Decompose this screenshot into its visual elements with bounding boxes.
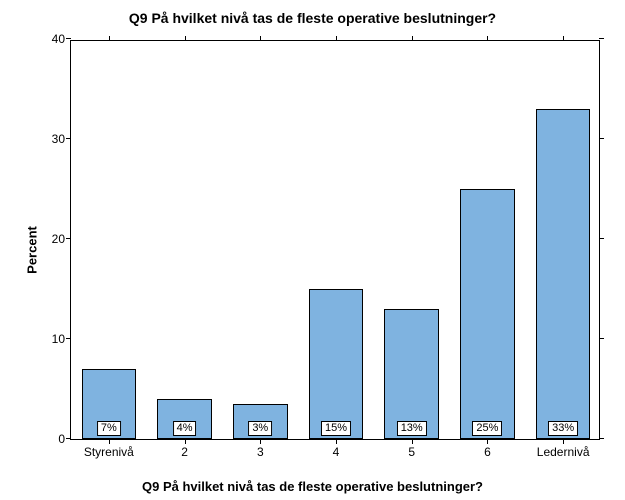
bar-value-label: 25%: [472, 421, 502, 436]
y-tick-mark: [66, 238, 71, 239]
x-tick-mark: [563, 439, 564, 444]
y-tick-label: 30: [52, 132, 71, 146]
bar: 4%: [157, 399, 212, 439]
bar: 25%: [460, 189, 515, 439]
y-tick-mark: [599, 38, 604, 39]
y-tick-mark: [599, 338, 604, 339]
x-tick-mark: [412, 439, 413, 444]
y-tick-mark: [66, 138, 71, 139]
y-tick-label: 40: [52, 32, 71, 46]
chart-container: Q9 På hvilket nivå tas de fleste operati…: [0, 0, 625, 500]
x-tick-mark: [109, 439, 110, 444]
y-tick-mark: [599, 138, 604, 139]
x-tick-mark: [487, 439, 488, 444]
bar-value-label: 33%: [548, 421, 578, 436]
bar: 13%: [384, 309, 439, 439]
bar-value-label: 15%: [321, 421, 351, 436]
y-axis-label: Percent: [24, 226, 39, 274]
bar: 3%: [233, 404, 288, 439]
y-tick-mark: [66, 338, 71, 339]
y-tick-label: 10: [52, 332, 71, 346]
plot-area: 010203040Styrenivå7%24%33%415%513%625%Le…: [70, 40, 600, 440]
y-tick-mark: [66, 38, 71, 39]
bar-value-label: 3%: [248, 421, 272, 436]
bar-value-label: 4%: [173, 421, 197, 436]
y-tick-mark: [66, 438, 71, 439]
x-tick-mark: [260, 439, 261, 444]
x-tick-mark: [185, 439, 186, 444]
bar: 7%: [82, 369, 137, 439]
bar-value-label: 7%: [97, 421, 121, 436]
bar: 15%: [309, 289, 364, 439]
chart-title: Q9 På hvilket nivå tas de fleste operati…: [0, 10, 625, 26]
bar-value-label: 13%: [397, 421, 427, 436]
y-tick-mark: [599, 438, 604, 439]
x-tick-mark: [185, 36, 186, 41]
y-tick-label: 20: [52, 232, 71, 246]
x-tick-mark: [260, 36, 261, 41]
x-tick-mark: [487, 36, 488, 41]
x-axis-label: Q9 På hvilket nivå tas de fleste operati…: [0, 479, 625, 494]
x-tick-mark: [563, 36, 564, 41]
x-tick-mark: [412, 36, 413, 41]
y-tick-label: 0: [58, 432, 71, 446]
x-tick-mark: [109, 36, 110, 41]
y-tick-mark: [599, 238, 604, 239]
bar: 33%: [536, 109, 591, 439]
x-tick-mark: [336, 36, 337, 41]
x-tick-mark: [336, 439, 337, 444]
